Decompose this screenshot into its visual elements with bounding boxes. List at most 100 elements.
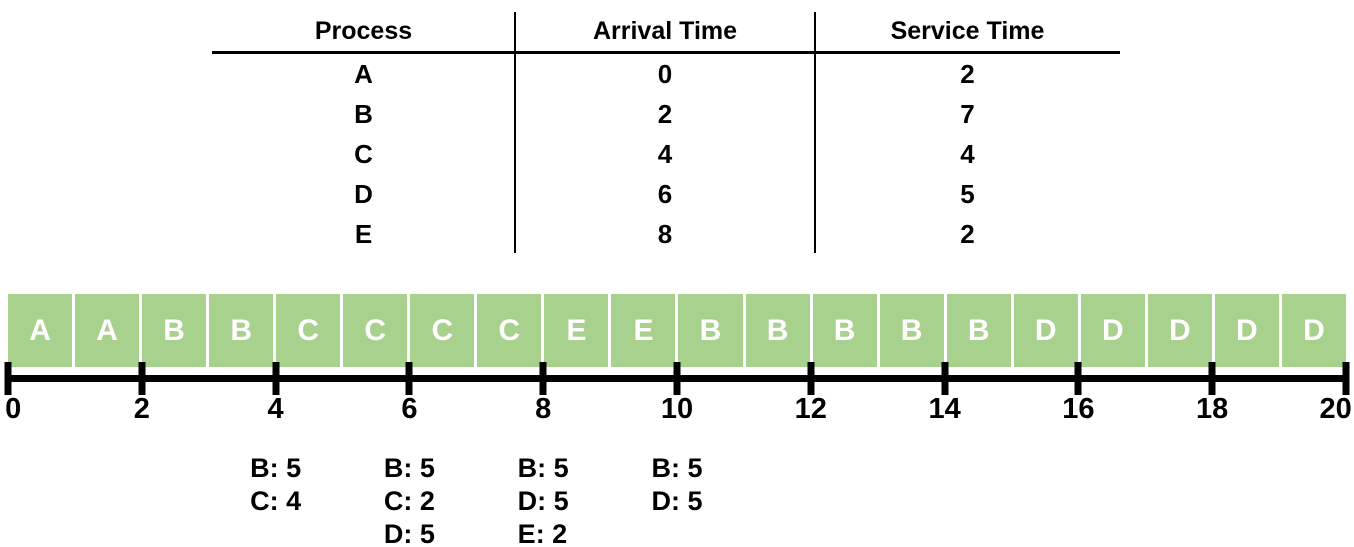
gantt-block-label: B <box>833 313 856 347</box>
gantt-block-label: B <box>163 313 185 347</box>
queue-entry: C: 4 <box>250 486 302 516</box>
gantt-block-label: C <box>364 313 387 347</box>
axis-tick <box>272 362 280 395</box>
axis-tick-label: 16 <box>1062 393 1095 425</box>
gantt-block-label: E <box>566 313 587 347</box>
axis-tick <box>539 362 547 395</box>
axis-tick <box>1342 362 1350 395</box>
gantt-block: C <box>477 294 542 367</box>
cell-process: C <box>354 139 373 169</box>
gantt-block: E <box>611 294 676 367</box>
axis-tick-label: 18 <box>1196 393 1229 425</box>
gantt-block: B <box>812 294 877 367</box>
gantt-block-label: C <box>498 313 521 347</box>
gantt-block-label: C <box>431 313 454 347</box>
process-table: Process Arrival Time Service Time A 0 2 B 2 7 C 4… <box>212 12 1120 253</box>
axis-tick-label: 20 <box>1319 393 1352 425</box>
gantt-block-label: D <box>1034 313 1057 347</box>
queue-group: B: 5 D: 5 E: 2 <box>518 452 569 547</box>
axis-tick-label: 12 <box>794 393 827 425</box>
gantt-block-label: B <box>766 313 789 347</box>
queue-entry: D: 5 <box>383 519 435 547</box>
gantt-block-label: D <box>1303 313 1325 347</box>
table-header-divider <box>212 51 1120 54</box>
axis-tick <box>405 362 413 395</box>
gantt-block-label: E <box>633 313 654 347</box>
cell-process: E <box>354 219 373 249</box>
cell-arrival-time: 2 <box>657 99 673 129</box>
cell-service-time: 2 <box>960 219 975 249</box>
gantt-block: B <box>678 294 743 367</box>
gantt-block-label: B <box>230 313 252 347</box>
axis-tick-label: 6 <box>401 393 418 425</box>
gantt-block: D <box>1214 294 1279 367</box>
gantt-block: B <box>879 294 944 367</box>
table-row: B 2 7 <box>212 94 1120 134</box>
gantt-block: C <box>276 294 341 367</box>
queue-entry: C: 2 <box>383 486 435 516</box>
queue-entry: B: 5 <box>517 453 569 483</box>
cell-service-time: 4 <box>960 139 975 169</box>
table-row: E 8 2 <box>212 214 1120 254</box>
gantt-block-label: C <box>297 313 320 347</box>
gantt-block: A <box>75 294 140 367</box>
table-column-divider <box>514 12 516 253</box>
queue-entry: D: 5 <box>517 486 569 516</box>
queue-entry: E: 2 <box>517 519 568 547</box>
gantt-block: B <box>142 294 207 367</box>
gantt-block-label: D <box>1168 313 1191 347</box>
queue-group: B: 5 C: 2 D: 5 <box>384 452 435 547</box>
gantt-block: C <box>343 294 408 367</box>
gantt-block-label: B <box>699 313 722 347</box>
axis-tick <box>1208 362 1216 395</box>
gantt-block-label: B <box>967 313 990 347</box>
queue-entry: B: 5 <box>250 453 302 483</box>
queue-annotations: B: 5 C: 4 B: 5 C: 2 D: 5 B: 5 D: 5 E: 2 B: 5 D: 5 <box>8 452 1346 547</box>
gantt-block-label: D <box>1236 313 1258 347</box>
table-header-row: Process Arrival Time Service Time <box>212 12 1120 50</box>
cell-service-time: 5 <box>960 179 975 209</box>
gantt-block-label: A <box>96 313 118 347</box>
queue-group: B: 5 D: 5 <box>651 452 702 518</box>
table-header-cell: Service Time <box>890 17 1045 45</box>
gantt-block: B <box>745 294 810 367</box>
gantt-block: C <box>410 294 475 367</box>
axis-tick <box>807 362 815 395</box>
axis-tick <box>673 362 681 395</box>
queue-entry: B: 5 <box>383 453 435 483</box>
cell-service-time: 7 <box>960 99 975 129</box>
cell-process: B <box>354 99 373 129</box>
cell-arrival-time: 6 <box>657 179 673 209</box>
gantt-block: D <box>1147 294 1212 367</box>
cell-service-time: 2 <box>960 59 975 89</box>
table-column-divider <box>814 12 816 253</box>
gantt-block: B <box>209 294 274 367</box>
table-header-cell: Process <box>314 17 413 45</box>
table-row: D 6 5 <box>212 174 1120 214</box>
cell-arrival-time: 8 <box>657 219 673 249</box>
gantt-block: E <box>544 294 609 367</box>
cell-process: D <box>354 179 373 209</box>
gantt-block: D <box>1080 294 1145 367</box>
table-row: C 4 4 <box>212 134 1120 174</box>
gantt-block: D <box>1281 294 1346 367</box>
axis-tick-label: 14 <box>928 393 961 425</box>
gantt-block: D <box>1013 294 1078 367</box>
gantt-block: B <box>946 294 1011 367</box>
axis-tick-label: 0 <box>5 393 22 425</box>
axis-tick <box>138 362 146 395</box>
table-body: A 0 2 B 2 7 C 4 4 D 6 5 E 8 2 <box>212 54 1120 254</box>
queue-group: B: 5 C: 4 <box>250 452 301 518</box>
axis-tick <box>4 362 12 395</box>
gantt-block-label: A <box>29 313 51 347</box>
gantt-block-label: B <box>900 313 923 347</box>
axis-tick <box>1074 362 1082 395</box>
queue-entry: D: 5 <box>651 486 703 516</box>
time-axis: 0 2 4 6 8 10 12 14 16 18 20 <box>4 362 1352 426</box>
cell-arrival-time: 4 <box>657 139 673 169</box>
table-header-cell: Arrival Time <box>592 17 738 45</box>
axis-tick-label: 4 <box>267 393 284 425</box>
gantt-block: A <box>8 294 73 367</box>
